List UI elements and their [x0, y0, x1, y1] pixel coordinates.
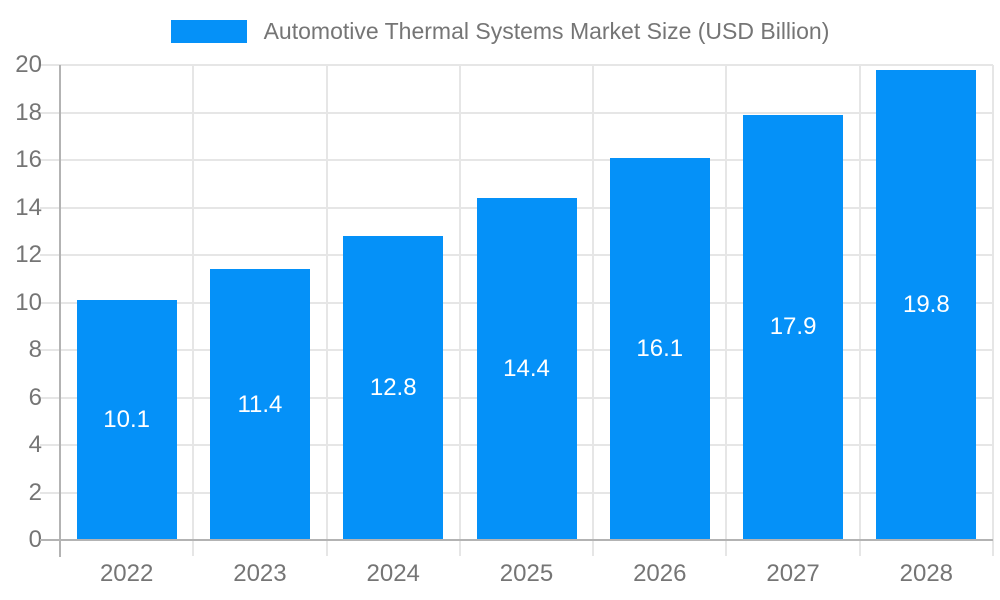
y-axis-line	[59, 65, 61, 557]
x-tick-label: 2027	[766, 560, 820, 587]
y-axis-tick	[40, 491, 60, 494]
bar-2024	[343, 236, 444, 540]
x-tick-label: 2024	[366, 560, 420, 587]
category-gridline	[992, 65, 994, 540]
y-tick-label: 16	[15, 146, 42, 173]
y-gridline	[60, 111, 993, 114]
y-axis-tick	[40, 111, 60, 114]
chart-legend: Automotive Thermal Systems Market Size (…	[0, 18, 1000, 45]
legend-color-swatch	[170, 20, 247, 43]
y-gridline	[60, 159, 993, 161]
y-axis-tick	[40, 64, 60, 66]
bar-2025	[476, 198, 577, 540]
bar-value-label: 17.9	[769, 313, 817, 341]
y-tick-label: 6	[28, 383, 42, 411]
y-tick-label: 8	[28, 336, 42, 363]
y-tick-label: 20	[15, 51, 42, 78]
x-axis-tick	[192, 540, 195, 556]
bar-value-label: 10.1	[103, 406, 150, 434]
x-axis-tick	[325, 540, 328, 556]
y-axis-tick	[40, 444, 60, 446]
y-tick-label: 2	[28, 478, 42, 506]
bar-2022	[76, 300, 177, 540]
y-gridline	[60, 64, 993, 66]
x-axis-tick	[858, 540, 861, 556]
bar-2028	[876, 69, 977, 540]
category-gridline	[458, 65, 461, 540]
category-gridline	[192, 65, 195, 540]
category-gridline	[325, 65, 328, 540]
bar-value-label: 19.8	[902, 290, 950, 318]
y-tick-label: 0	[28, 526, 42, 553]
y-axis-tick	[40, 396, 60, 399]
y-tick-label: 4	[28, 431, 42, 458]
x-axis-tick	[992, 540, 994, 556]
category-gridline	[725, 65, 728, 540]
x-axis-tick	[458, 540, 461, 556]
y-axis-tick	[40, 254, 60, 256]
y-tick-label: 12	[15, 241, 42, 268]
x-axis-tick	[725, 540, 728, 556]
bar-2023	[209, 269, 310, 540]
bar-2026	[609, 157, 710, 540]
x-axis-tick	[592, 540, 595, 556]
bar-value-label: 12.8	[369, 374, 417, 401]
x-tick-label: 2026	[633, 560, 687, 587]
y-axis-tick	[40, 159, 60, 161]
y-tick-label: 10	[15, 288, 42, 316]
y-axis-tick	[40, 349, 60, 351]
bar-value-label: 16.1	[636, 334, 684, 362]
y-axis-tick	[40, 206, 60, 209]
category-gridline	[858, 65, 861, 540]
category-gridline	[592, 65, 595, 540]
bar-value-label: 11.4	[237, 390, 283, 418]
bar-2027	[743, 114, 844, 540]
legend-label: Automotive Thermal Systems Market Size (…	[263, 18, 830, 44]
y-tick-label: 14	[15, 193, 42, 221]
x-tick-label: 2023	[233, 560, 287, 587]
x-tick-label: 2025	[499, 560, 554, 587]
x-axis-line	[40, 539, 993, 541]
x-tick-label: 2028	[899, 560, 954, 587]
y-axis-tick	[40, 301, 60, 304]
x-tick-label: 2022	[99, 560, 154, 587]
bar-value-label: 14.4	[503, 355, 550, 382]
y-tick-label: 18	[15, 98, 42, 126]
